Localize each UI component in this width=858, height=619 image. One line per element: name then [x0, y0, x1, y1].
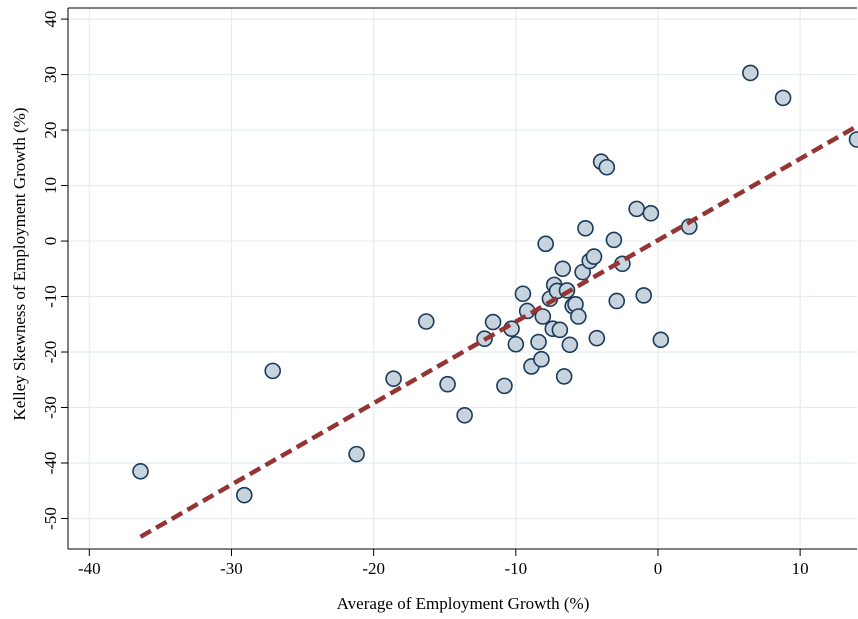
data-point — [385, 370, 402, 387]
x-axis: -40 -30 -20 -10 0 10 — [78, 549, 809, 578]
y-tick-label: 30 — [41, 66, 60, 83]
data-point — [235, 486, 253, 504]
data-point — [484, 313, 502, 331]
data-point — [561, 336, 579, 354]
data-point — [570, 308, 587, 325]
y-tick-label: -30 — [41, 396, 60, 419]
data-point — [742, 64, 759, 82]
data-point — [577, 219, 594, 237]
y-axis: -50 -40 -30 -20 -10 0 10 20 30 40 — [41, 11, 68, 530]
data-point — [635, 287, 653, 304]
y-tick-label: -40 — [41, 452, 60, 475]
data-point — [588, 329, 606, 347]
gridlines — [68, 8, 857, 549]
data-point — [598, 158, 616, 176]
data-point — [848, 131, 858, 148]
fit-line — [139, 124, 858, 539]
data-point — [628, 200, 645, 218]
data-point — [551, 321, 569, 339]
data-point — [496, 377, 513, 395]
y-tick-label: -20 — [41, 341, 60, 364]
x-tick-label: -30 — [220, 559, 243, 578]
y-tick-label: 0 — [41, 237, 60, 246]
fit-line-group — [139, 124, 858, 539]
data-point — [652, 331, 670, 349]
y-axis-title: Kelley Skewness of Employment Growth (%) — [10, 107, 29, 420]
y-tick-label: -10 — [41, 285, 60, 308]
data-point — [554, 260, 572, 278]
y-tick-label: 40 — [41, 11, 60, 28]
data-point — [608, 292, 626, 310]
data-point — [264, 362, 282, 380]
y-tick-label: -50 — [41, 507, 60, 530]
y-tick-label: 10 — [41, 177, 60, 194]
data-point — [533, 350, 550, 368]
data-point — [132, 463, 149, 480]
data-point — [439, 375, 456, 393]
data-point — [642, 205, 660, 222]
plot-area — [67, 7, 857, 550]
x-tick-label: 10 — [792, 559, 809, 578]
data-point — [348, 445, 365, 463]
y-tick-label: 20 — [41, 122, 60, 139]
x-tick-label: 0 — [654, 559, 663, 578]
data-point — [585, 248, 603, 265]
data-point — [417, 313, 435, 330]
x-tick-label: -10 — [504, 559, 527, 578]
data-point — [774, 89, 792, 107]
data-point — [605, 231, 623, 249]
x-tick-label: -40 — [78, 559, 101, 578]
data-point — [555, 368, 573, 385]
data-point — [534, 308, 552, 325]
data-point — [507, 335, 525, 353]
data-point — [530, 333, 547, 351]
data-point — [537, 235, 554, 253]
x-tick-label: -20 — [362, 559, 385, 578]
data-point — [514, 285, 532, 303]
x-axis-title: Average of Employment Growth (%) — [337, 594, 590, 613]
data-points — [132, 64, 858, 504]
data-point — [456, 406, 473, 424]
